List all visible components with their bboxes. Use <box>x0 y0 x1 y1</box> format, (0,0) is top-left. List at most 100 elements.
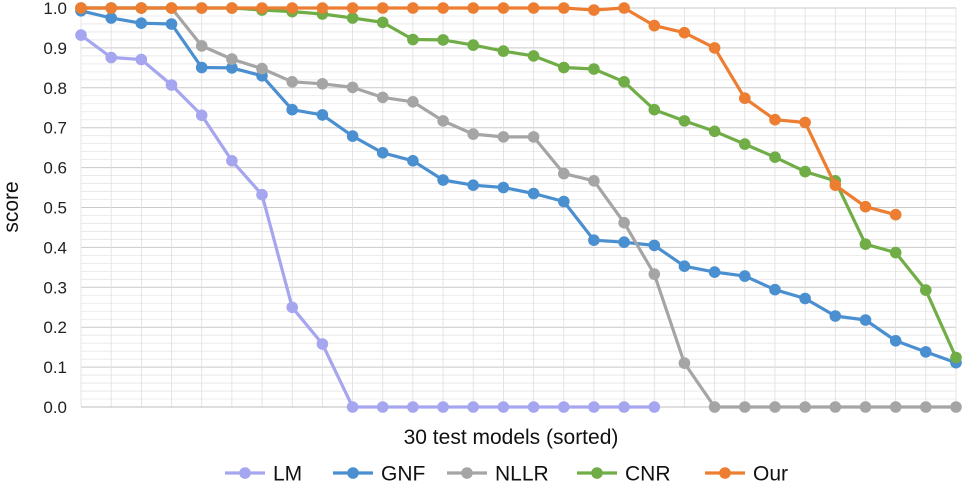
data-point-cnr <box>648 103 661 116</box>
y-tick-label: 0.1 <box>43 358 67 377</box>
data-point-cnr <box>497 45 510 57</box>
data-point-cnr <box>527 50 540 62</box>
data-point-our <box>889 208 902 221</box>
series-our <box>75 2 902 221</box>
legend-marker <box>461 467 473 479</box>
data-point-lm <box>618 401 630 413</box>
data-point-lm <box>558 401 570 413</box>
data-point-our <box>618 2 630 14</box>
data-point-nllr <box>618 216 630 229</box>
data-point-nllr <box>920 401 932 413</box>
data-point-our <box>859 200 872 213</box>
data-point-cnr <box>407 33 419 46</box>
data-point-our <box>226 2 238 14</box>
data-point-nllr <box>316 78 329 90</box>
data-point-lm <box>467 401 480 413</box>
data-point-our <box>708 42 721 54</box>
legend-item-cnr: CNR <box>577 463 671 485</box>
data-point-our <box>527 2 540 14</box>
legend-marker <box>239 467 251 479</box>
data-point-nllr <box>376 91 389 104</box>
data-point-our <box>286 2 299 14</box>
data-point-our <box>346 2 359 14</box>
data-point-lm <box>437 401 449 413</box>
data-point-our <box>678 26 691 39</box>
data-point-gnf <box>437 174 449 186</box>
data-point-our <box>437 2 449 14</box>
data-point-lm <box>165 79 178 91</box>
data-point-our <box>769 113 781 126</box>
data-point-cnr <box>950 351 962 364</box>
data-point-gnf <box>920 346 932 358</box>
data-point-nllr <box>889 401 902 413</box>
series-cnr <box>75 2 962 364</box>
data-point-nllr <box>527 131 540 143</box>
data-point-lm <box>75 29 87 41</box>
data-point-nllr <box>708 401 721 413</box>
y-tick-label: 0.2 <box>43 318 67 337</box>
y-tick-label: 0.5 <box>43 199 67 218</box>
data-point-lm <box>316 338 329 350</box>
data-point-our <box>195 2 208 14</box>
legend-label: Our <box>753 463 788 485</box>
data-point-our <box>135 2 148 14</box>
data-point-cnr <box>889 246 902 259</box>
data-point-our <box>165 2 178 14</box>
legend-marker <box>347 467 359 479</box>
data-point-nllr <box>558 167 570 180</box>
y-tick-labels: 0.0 0.1 0.2 0.3 0.4 0.5 0.6 0.7 0.8 0.9 1.0 <box>43 0 67 417</box>
data-point-our <box>256 2 268 14</box>
legend-label: CNR <box>625 463 671 485</box>
data-point-gnf <box>105 12 117 24</box>
data-point-our <box>588 4 600 16</box>
data-point-nllr <box>346 81 359 94</box>
data-point-nllr <box>195 40 208 52</box>
data-point-nllr <box>467 128 480 140</box>
data-point-nllr <box>678 357 691 369</box>
legend-label: NLLR <box>495 463 549 485</box>
data-point-gnf <box>648 239 661 252</box>
data-point-cnr <box>739 138 751 150</box>
data-point-nllr <box>286 76 299 88</box>
data-point-gnf <box>829 310 842 322</box>
data-point-cnr <box>437 34 449 46</box>
data-point-nllr <box>739 401 751 413</box>
data-point-gnf <box>467 179 480 191</box>
legend-item-gnf: GNF <box>333 463 425 485</box>
data-point-gnf <box>558 195 570 208</box>
legend-item-lm: LM <box>225 463 302 485</box>
legend: LM GNF NLLR CNR Our <box>225 463 788 485</box>
legend-item-our: Our <box>705 463 788 485</box>
series-lines <box>75 2 962 413</box>
y-tick-label: 0.3 <box>43 278 67 297</box>
data-point-cnr <box>920 284 932 296</box>
legend-label: LM <box>273 463 302 485</box>
data-point-gnf <box>165 18 178 30</box>
data-point-nllr <box>648 268 661 280</box>
data-point-gnf <box>588 234 600 246</box>
data-point-our <box>467 2 480 14</box>
data-point-lm <box>195 109 208 122</box>
data-point-nllr <box>950 401 962 413</box>
data-point-our <box>105 2 117 14</box>
data-point-cnr <box>769 151 781 163</box>
data-point-our <box>829 179 842 191</box>
data-point-cnr <box>678 115 691 127</box>
series-line-cnr <box>81 6 958 359</box>
data-point-cnr <box>708 125 721 138</box>
data-point-cnr <box>558 61 570 74</box>
data-point-gnf <box>407 155 419 167</box>
data-point-our <box>75 2 87 14</box>
data-point-gnf <box>708 266 721 278</box>
data-point-cnr <box>376 16 389 29</box>
data-point-lm <box>256 188 268 201</box>
data-point-nllr <box>256 62 268 75</box>
data-point-nllr <box>799 401 811 413</box>
data-point-gnf <box>678 260 691 273</box>
y-tick-label: 0.8 <box>43 79 67 98</box>
data-point-gnf <box>135 17 148 30</box>
data-point-nllr <box>497 131 510 143</box>
data-point-our <box>316 2 329 14</box>
data-point-nllr <box>859 401 872 413</box>
